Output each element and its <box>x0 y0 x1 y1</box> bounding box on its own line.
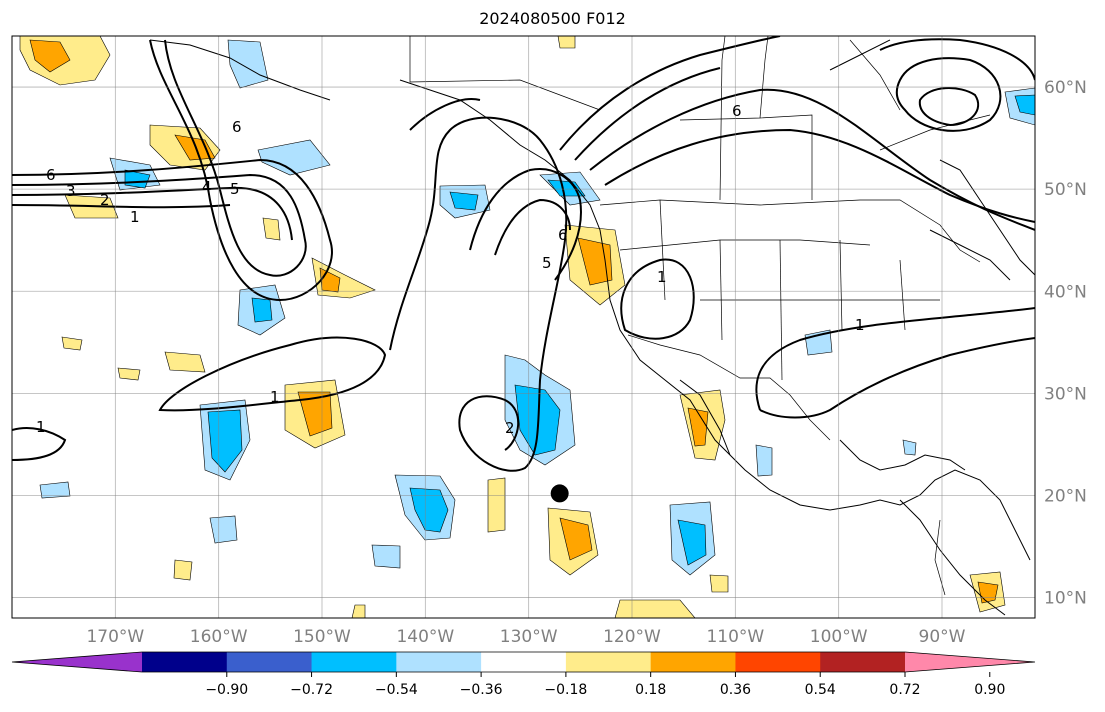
colorbar-segment <box>481 652 567 672</box>
latitude-label: 20°N <box>1044 486 1087 506</box>
longitude-label: 90°W <box>919 627 966 647</box>
contour-label-4a: 4 <box>202 178 212 196</box>
contour-label-2b: 2 <box>505 419 515 437</box>
latitude-label: 30°N <box>1044 384 1087 404</box>
colorbar-tick-label: 0.36 <box>720 682 751 698</box>
contour-label-6b: 6 <box>232 118 242 136</box>
graticule <box>12 36 1035 618</box>
longitude-label: 160°W <box>190 627 248 647</box>
longitude-labels: 170°W 160°W 150°W 140°W 130°W 120°W 110°W 100°W… <box>86 627 965 647</box>
contour-label-1a: 1 <box>130 208 140 226</box>
colorbar-outline <box>11 651 1036 673</box>
longitude-label: 150°W <box>293 627 351 647</box>
contour-label-5b: 5 <box>542 254 552 272</box>
contour-label-group: 1 1 1 1 1 2 2 3 4 5 5 6 6 6 6 <box>36 102 865 437</box>
coastlines <box>149 39 1035 616</box>
contour-label-3a: 3 <box>66 182 76 200</box>
colorbar-tick-label: −0.72 <box>290 682 333 698</box>
longitude-label: 130°W <box>500 627 558 647</box>
storm-marker <box>550 484 569 503</box>
latitude-label: 40°N <box>1044 282 1087 302</box>
contour-lines <box>12 36 1035 472</box>
colorbar-segment <box>311 652 397 672</box>
contour-label-1d: 1 <box>855 316 865 334</box>
colorbar-tick-label: 0.18 <box>635 682 666 698</box>
contour-label-5a: 5 <box>230 180 240 198</box>
longitude-label: 100°W <box>810 627 868 647</box>
colorbar-segment <box>735 652 821 672</box>
map-title: 2024080500 F012 <box>479 9 626 28</box>
longitude-label: 110°W <box>706 627 764 647</box>
map-background <box>12 36 1035 618</box>
contour-label-6a: 6 <box>46 166 56 184</box>
shaded-fields <box>19 36 1035 618</box>
longitude-label: 140°W <box>396 627 454 647</box>
contour-label-1e: 1 <box>657 268 667 286</box>
longitude-label: 120°W <box>603 627 661 647</box>
latitude-label: 50°N <box>1044 180 1087 200</box>
colorbar-segment <box>820 652 906 672</box>
colorbar-tick-label: −0.90 <box>205 682 248 698</box>
longitude-label: 170°W <box>86 627 144 647</box>
colorbar-tick-label: −0.18 <box>544 682 587 698</box>
latitude-label: 10°N <box>1044 589 1087 609</box>
colorbar-tick-label: 0.72 <box>889 682 920 698</box>
contour-label-2a: 2 <box>100 191 110 209</box>
colorbar-segment <box>142 652 228 672</box>
contour-label-6d: 6 <box>732 102 742 120</box>
colorbar-segment <box>565 652 652 672</box>
colorbar-tick-label: −0.54 <box>375 682 418 698</box>
contour-label-1c: 1 <box>270 388 280 406</box>
colorbar-segment <box>226 652 313 672</box>
contour-label-1b: 1 <box>36 418 46 436</box>
colorbar: −0.90 −0.72 −0.54 −0.36 −0.18 0.18 0.36 0.54 0.7… <box>11 651 1036 698</box>
colorbar-segment <box>650 652 736 672</box>
colorbar-segment <box>396 652 482 672</box>
colorbar-extend-low <box>12 652 142 672</box>
colorbar-tick-label: −0.36 <box>460 682 503 698</box>
colorbar-extend-high <box>905 652 1035 672</box>
contour-label-6c: 6 <box>558 226 568 244</box>
latitude-label: 60°N <box>1044 78 1087 98</box>
map-frame <box>11 35 1036 619</box>
latitude-labels: 10°N 20°N 30°N 40°N 50°N 60°N <box>1044 78 1087 609</box>
colorbar-tick-label: 0.90 <box>974 682 1005 698</box>
colorbar-tick-label: 0.54 <box>805 682 836 698</box>
